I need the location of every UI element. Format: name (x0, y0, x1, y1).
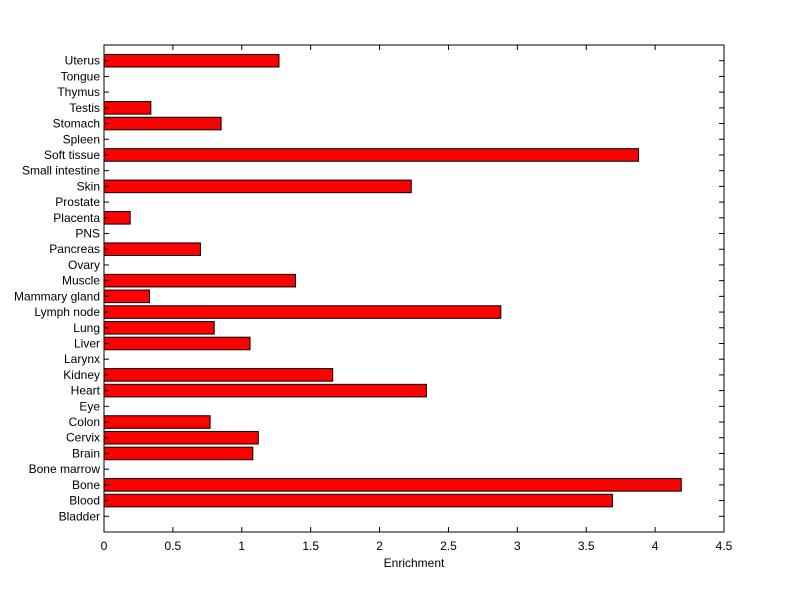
bar-blood (103, 493, 613, 508)
bar-stomach (103, 116, 222, 131)
x-tick-label: 0 (101, 539, 108, 553)
y-tick-label: Lymph node (34, 305, 100, 319)
y-tick-label: Mammary gland (14, 289, 100, 303)
y-tick-label: Eye (79, 399, 100, 413)
y-tick-label: Ovary (68, 258, 100, 272)
bar-cervix (103, 430, 259, 445)
y-tick-label: Heart (71, 384, 101, 398)
x-tick-label: 3.5 (578, 539, 595, 553)
y-tick-label: Bladder (59, 509, 100, 523)
bar-liver (103, 336, 251, 351)
y-tick-label: Small intestine (22, 164, 100, 178)
y-tick-label: Spleen (63, 132, 100, 146)
bar-mammary-gland (103, 289, 150, 304)
y-tick-label: Prostate (55, 195, 100, 209)
y-tick-label: Muscle (62, 274, 100, 288)
bar-pancreas (103, 242, 201, 257)
x-tick-label: 4 (652, 539, 659, 553)
x-tick-label: 3 (514, 539, 521, 553)
x-tick-labels: 0 0.5 1 1.5 2 2.5 3 3.5 4 4.5 (101, 539, 733, 553)
y-tick-label: Kidney (63, 368, 100, 382)
y-tick-label: Thymus (57, 85, 100, 99)
ticks-group (103, 45, 725, 532)
y-tick-label: Lung (73, 321, 100, 335)
y-tick-label: Blood (69, 494, 100, 508)
y-tick-label: Cervix (66, 431, 100, 445)
bar-muscle (103, 273, 297, 288)
x-tick-label: 4.5 (716, 539, 733, 553)
y-tick-label: Placenta (53, 211, 100, 225)
bar-soft-tissue (103, 148, 640, 162)
y-tick-label: PNS (75, 227, 100, 241)
y-tick-label: Bone marrow (29, 462, 101, 476)
y-tick-label: Pancreas (49, 242, 100, 256)
bar-lung (103, 320, 215, 335)
plot-frame (103, 44, 725, 533)
y-tick-label: Skin (77, 179, 100, 193)
x-tick-label: 0.5 (165, 539, 182, 553)
bar-heart (103, 383, 427, 398)
bar-colon (103, 415, 211, 429)
bar-testis (103, 101, 152, 115)
bar-lymph-node (103, 305, 502, 319)
y-tick-label: Colon (69, 415, 100, 429)
y-tick-label: Larynx (64, 352, 100, 366)
x-tick-label: 1.5 (302, 539, 319, 553)
bars-group (103, 53, 682, 508)
bar-brain (103, 446, 254, 461)
y-tick-label: Soft tissue (44, 148, 100, 162)
x-tick-label: 1 (238, 539, 245, 553)
y-tick-label: Bone (72, 478, 100, 492)
bar-kidney (103, 368, 334, 382)
y-tick-label: Uterus (65, 54, 100, 68)
y-tick-label: Brain (72, 446, 100, 460)
y-tick-label: Testis (69, 101, 100, 115)
x-tick-label: 2.5 (440, 539, 457, 553)
y-tick-label: Tongue (61, 69, 101, 83)
bar-skin (103, 179, 412, 194)
bar-uterus (103, 53, 280, 68)
y-tick-label: Liver (74, 336, 100, 350)
x-tick-label: 2 (376, 539, 383, 553)
x-axis-label: Enrichment (384, 556, 445, 570)
bar-bone (103, 478, 682, 492)
y-tick-label: Stomach (53, 117, 100, 131)
